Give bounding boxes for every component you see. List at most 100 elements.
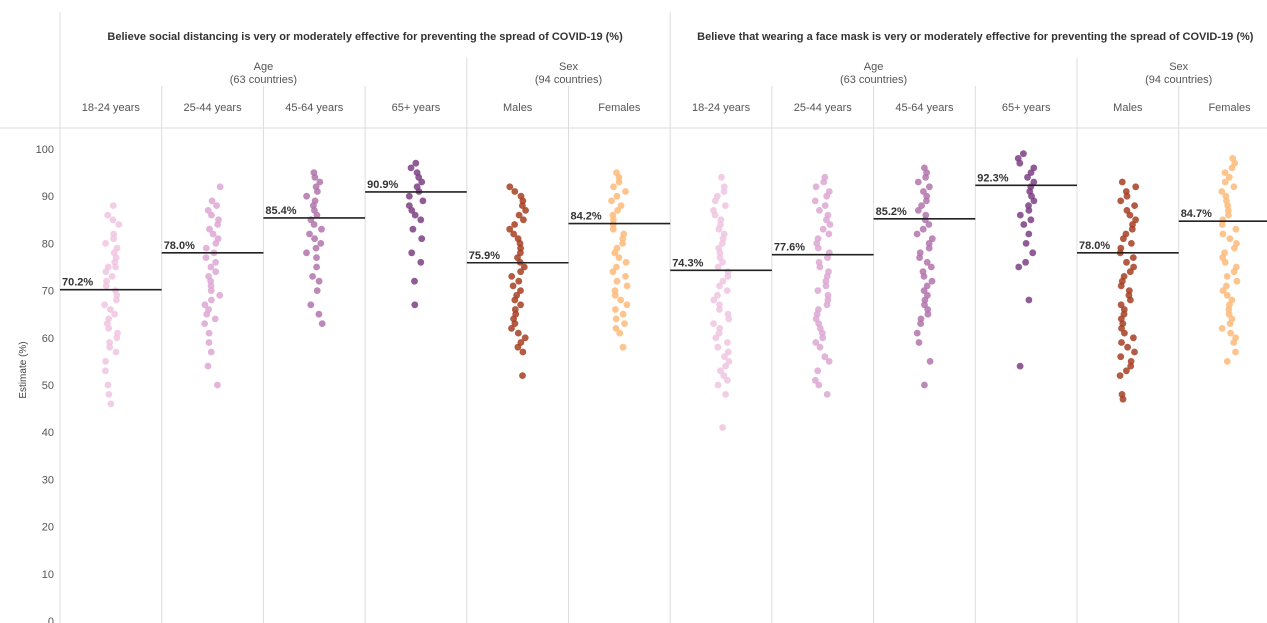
data-point [812, 183, 820, 191]
data-point [826, 221, 834, 228]
data-point [926, 183, 933, 191]
data-point [1118, 339, 1125, 346]
data-point [720, 188, 728, 195]
data-point [1233, 277, 1241, 285]
data-point [202, 244, 210, 252]
data-point [611, 291, 619, 299]
data-point [517, 268, 524, 276]
data-point [925, 244, 933, 252]
data-point [714, 343, 722, 351]
data-point [615, 178, 623, 186]
data-point [623, 282, 631, 290]
data-point [106, 339, 113, 346]
data-point [303, 249, 310, 257]
data-point [608, 197, 615, 205]
data-point [716, 282, 723, 290]
data-point [619, 343, 627, 351]
data-point [411, 211, 419, 219]
data-point [725, 358, 733, 365]
mean-label: 84.2% [571, 211, 602, 223]
data-point [209, 230, 217, 238]
data-point [724, 376, 731, 384]
data-point [720, 372, 728, 379]
data-point [102, 240, 109, 247]
data-point [207, 263, 215, 271]
data-point [519, 202, 526, 210]
data-point [508, 325, 515, 332]
data-point [615, 173, 623, 181]
data-point [310, 221, 318, 228]
data-point [214, 221, 222, 228]
category-label: Females [598, 102, 641, 114]
data-point [1218, 325, 1226, 332]
data-point [916, 254, 923, 261]
y-tick-label: 10 [42, 569, 54, 581]
data-point [1029, 249, 1037, 257]
data-point [510, 230, 518, 238]
data-point [405, 192, 413, 200]
data-point [722, 391, 729, 398]
data-point [216, 183, 224, 191]
data-point [920, 188, 927, 195]
data-point [716, 301, 723, 309]
data-point [613, 263, 620, 271]
data-point [1015, 263, 1023, 271]
data-point [315, 277, 323, 285]
data-point [1221, 258, 1229, 266]
data-point [824, 254, 831, 261]
data-point [612, 315, 620, 323]
data-point [311, 235, 318, 243]
data-point [913, 329, 921, 337]
data-point [1230, 339, 1238, 346]
data-point [1117, 197, 1125, 205]
data-point [613, 277, 621, 285]
data-point [619, 240, 626, 247]
data-point [211, 315, 219, 323]
data-point [609, 225, 617, 233]
data-point [1223, 291, 1231, 299]
data-point [313, 211, 321, 219]
data-point [1030, 197, 1038, 205]
data-point [105, 325, 113, 332]
category-label: 65+ years [1002, 102, 1051, 114]
data-point [1228, 164, 1236, 172]
data-point [821, 202, 829, 210]
data-point [1123, 258, 1130, 266]
data-point [419, 197, 427, 205]
data-point [113, 334, 121, 342]
data-point [1027, 216, 1035, 224]
data-point [102, 282, 110, 290]
data-point [113, 296, 120, 304]
data-point [719, 258, 726, 266]
y-tick-label: 30 [42, 474, 54, 486]
data-point [927, 263, 935, 271]
data-point [920, 273, 928, 280]
data-point [515, 277, 523, 285]
data-point [725, 315, 733, 323]
data-point [318, 320, 326, 327]
data-point [520, 216, 527, 224]
data-point [917, 320, 924, 327]
data-point [812, 376, 819, 384]
data-point [1025, 296, 1033, 304]
data-point [1225, 173, 1233, 181]
data-point [622, 258, 630, 266]
data-point [1131, 348, 1138, 356]
data-point [622, 273, 629, 280]
data-point [824, 291, 832, 299]
group-name: Age [254, 61, 274, 73]
data-point [108, 273, 116, 280]
mean-label: 70.2% [62, 277, 93, 289]
data-point [819, 334, 827, 342]
data-point [621, 320, 628, 327]
data-point [1129, 254, 1137, 261]
data-point [313, 287, 321, 294]
mean-label: 77.6% [774, 242, 805, 254]
data-point [918, 202, 925, 210]
data-point [1132, 183, 1140, 191]
category-label: 45-64 years [285, 102, 344, 114]
data-point [104, 381, 112, 389]
data-point [1225, 211, 1232, 219]
data-point [517, 301, 524, 309]
